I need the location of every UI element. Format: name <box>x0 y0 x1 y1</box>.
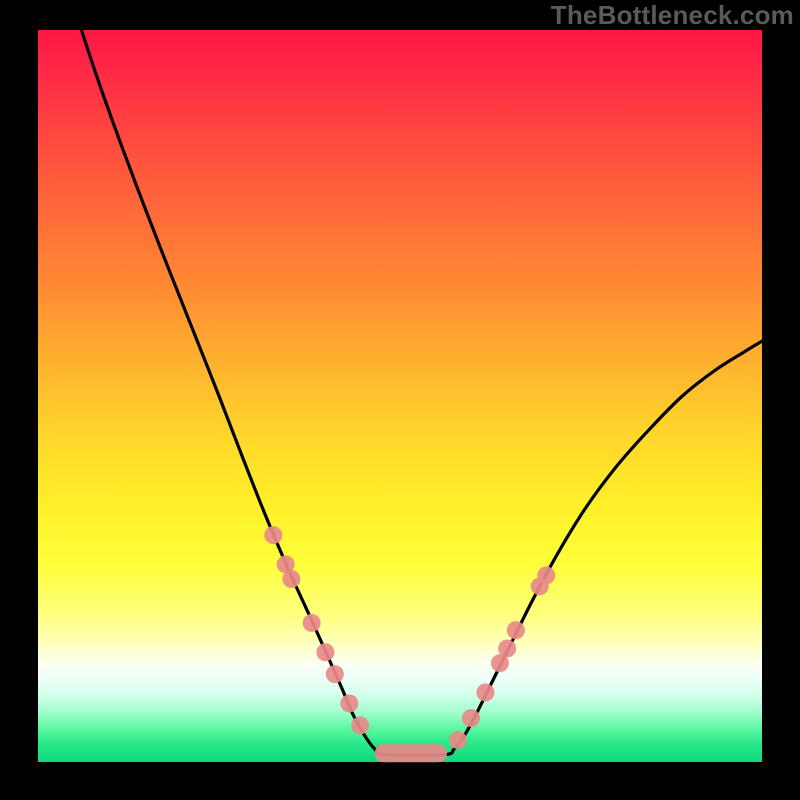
marker-left <box>264 526 282 544</box>
chart-stage: TheBottleneck.com <box>0 0 800 800</box>
marker-right <box>537 566 555 584</box>
marker-right <box>449 731 467 749</box>
watermark-text: TheBottleneck.com <box>551 0 794 31</box>
marker-right <box>498 640 516 658</box>
marker-right <box>507 621 525 639</box>
marker-left <box>340 694 358 712</box>
plot-background <box>38 30 762 762</box>
marker-left <box>303 614 321 632</box>
plateau-marker <box>375 744 447 762</box>
marker-left <box>351 716 369 734</box>
marker-left <box>282 570 300 588</box>
marker-left <box>316 643 334 661</box>
bottleneck-chart <box>0 0 800 800</box>
marker-left <box>326 665 344 683</box>
marker-right <box>462 709 480 727</box>
marker-right <box>476 683 494 701</box>
